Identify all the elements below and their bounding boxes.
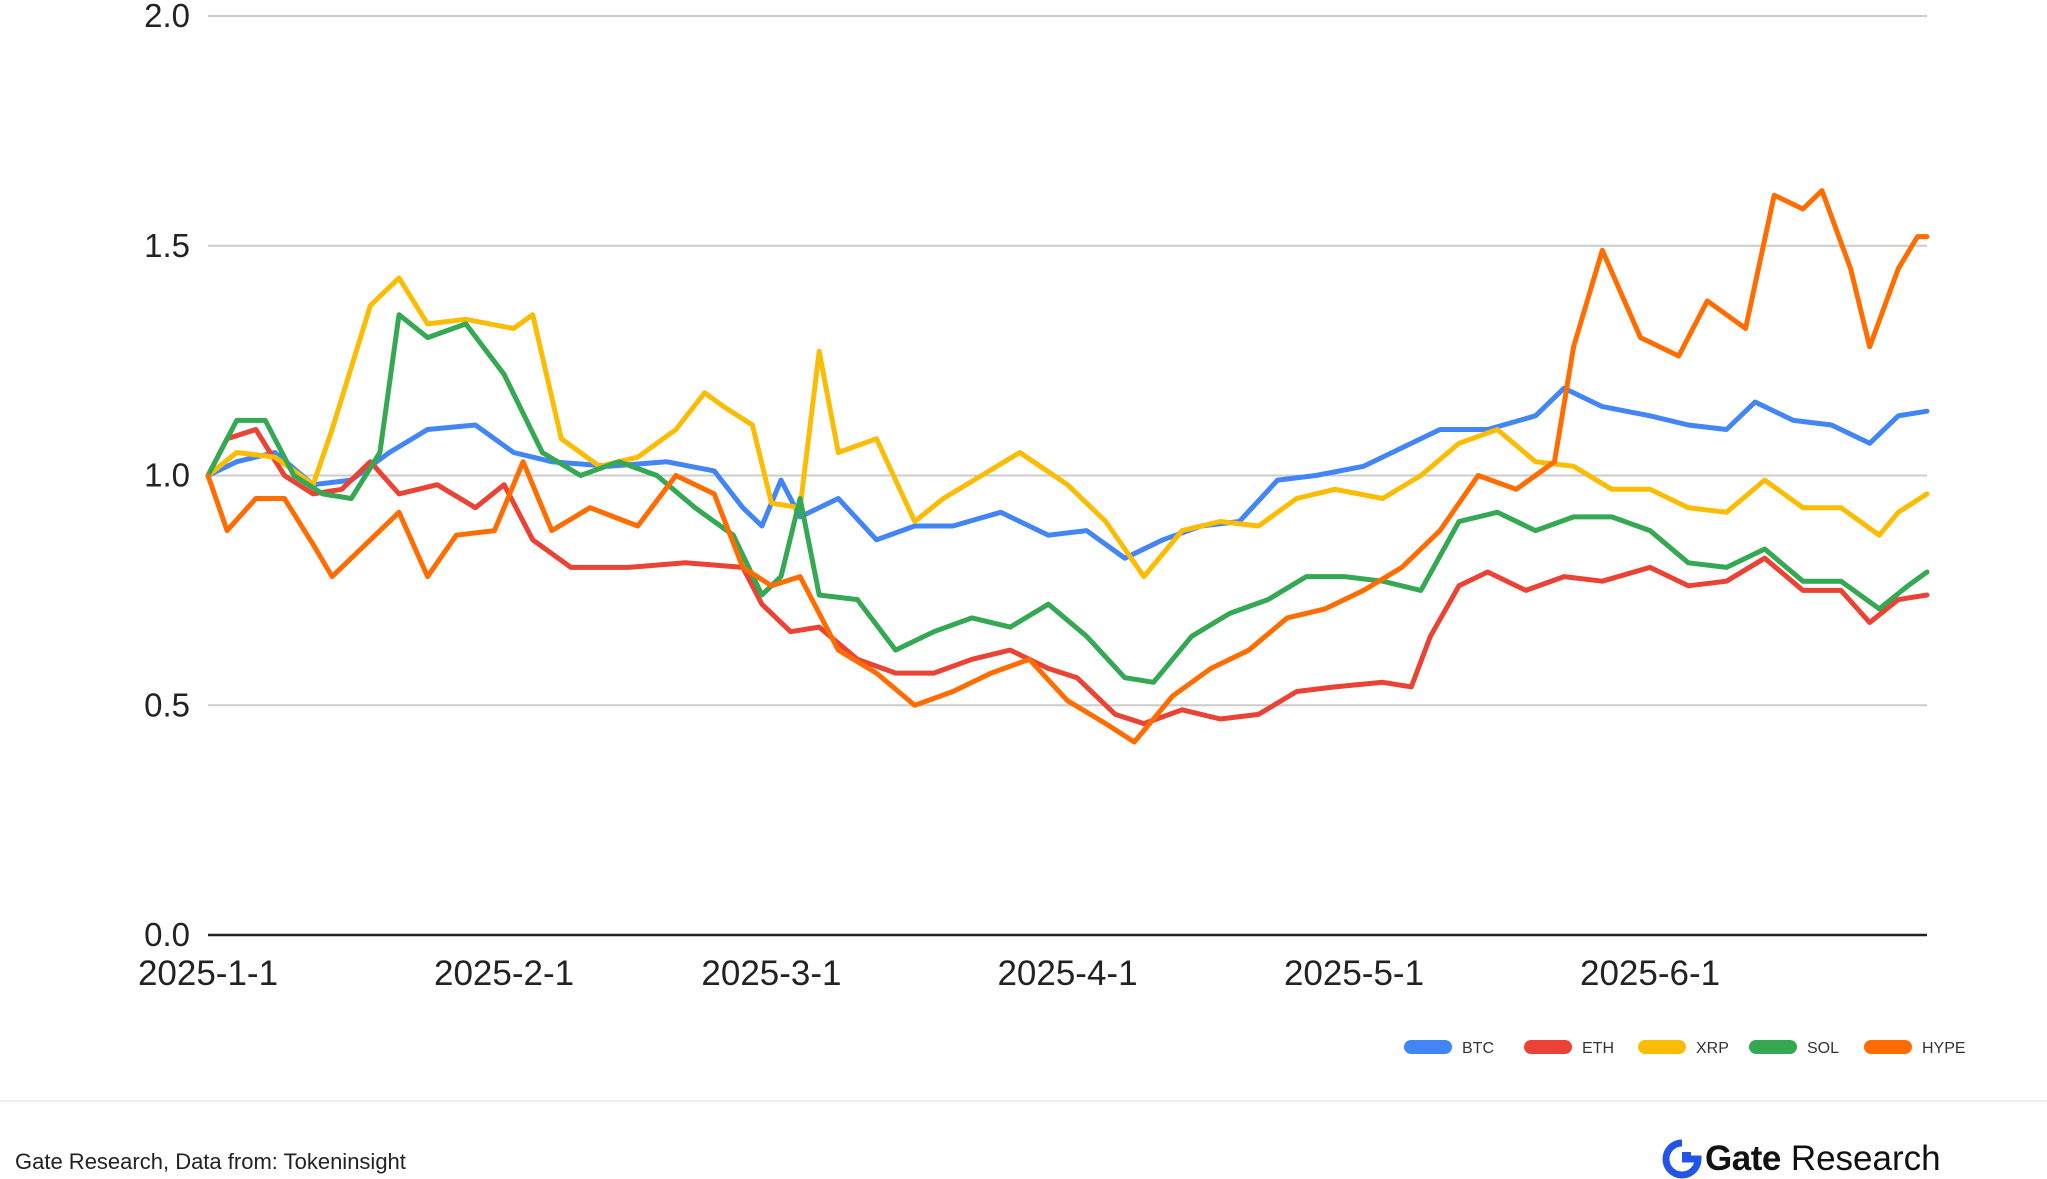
legend: BTC ETH XRP SOL HYPE: [1404, 1040, 1966, 1057]
legend-label: HYPE: [1922, 1040, 1966, 1057]
legend-swatch: [1404, 1040, 1452, 1054]
legend-item-xrp: XRP: [1638, 1040, 1729, 1057]
y-tick-label: 1.5: [144, 227, 190, 264]
x-tick-label: 2025-2-1: [434, 954, 574, 993]
x-tick-label: 2025-1-1: [138, 954, 278, 993]
line-chart: 0.0 0.5 1.0 1.5 2.0 2025-1-1 2025-2-1 2025-3-1…: [138, 0, 1966, 1057]
legend-swatch: [1749, 1040, 1797, 1054]
series-lines: [205, 188, 1930, 745]
x-axis-ticks: 2025-1-1 2025-2-1 2025-3-1 2025-4-1 2025-5-1…: [138, 954, 1720, 993]
gate-logo-icon: [1662, 1139, 1702, 1179]
x-tick-label: 2025-4-1: [997, 954, 1137, 993]
y-axis-ticks: 0.0 0.5 1.0 1.5 2.0: [144, 0, 190, 953]
legend-label: ETH: [1582, 1040, 1614, 1057]
series-line-hype: [205, 188, 1930, 745]
legend-item-sol: SOL: [1749, 1040, 1839, 1057]
x-tick-label: 2025-5-1: [1284, 954, 1424, 993]
series-line-sol: [205, 312, 1930, 685]
y-tick-label: 0.5: [144, 686, 190, 723]
legend-label: SOL: [1807, 1040, 1839, 1057]
legend-label: XRP: [1696, 1040, 1729, 1057]
x-tick-label: 2025-3-1: [701, 954, 841, 993]
y-tick-label: 0.0: [144, 916, 190, 953]
legend-swatch: [1638, 1040, 1686, 1054]
legend-swatch: [1864, 1040, 1912, 1054]
grid-lines: [208, 15, 1927, 707]
brand-name: Gate: [1705, 1139, 1781, 1178]
x-tick-label: 2025-6-1: [1580, 954, 1720, 993]
legend-item-hype: HYPE: [1864, 1040, 1966, 1057]
brand-logo: Gate Research: [1662, 1139, 1941, 1179]
footer-divider: [0, 1100, 2047, 1102]
source-note: Gate Research, Data from: Tokeninsight: [15, 1149, 406, 1174]
legend-item-eth: ETH: [1524, 1040, 1614, 1057]
y-tick-label: 2.0: [144, 0, 190, 34]
series-line-xrp: [205, 275, 1930, 580]
legend-swatch: [1524, 1040, 1572, 1054]
y-tick-label: 1.0: [144, 457, 190, 494]
brand-subtitle: Research: [1790, 1139, 1941, 1178]
legend-item-btc: BTC: [1404, 1040, 1494, 1057]
legend-label: BTC: [1462, 1040, 1494, 1057]
series-line-btc: [205, 385, 1930, 561]
series-line-eth: [205, 427, 1930, 727]
